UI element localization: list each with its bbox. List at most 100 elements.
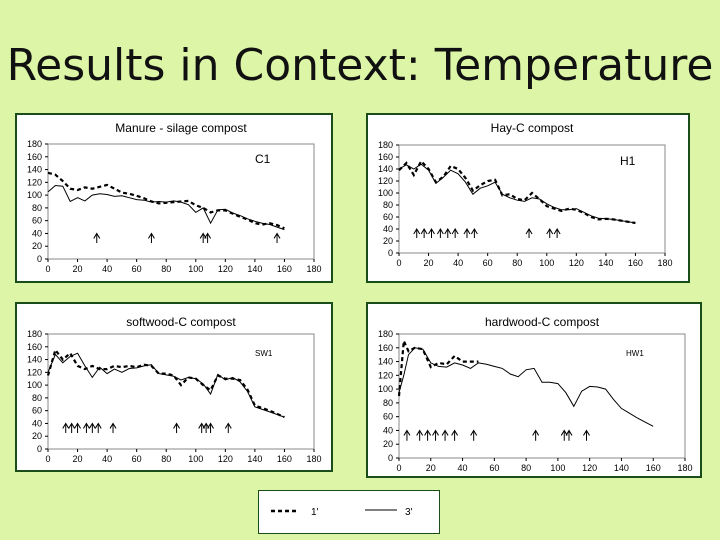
series-1ft-line	[398, 159, 636, 225]
turning-arrowhead	[207, 422, 214, 429]
x-tick-label: 80	[161, 454, 171, 464]
y-tick-label: 0	[37, 444, 42, 454]
x-tick-label: 40	[453, 258, 463, 268]
turning-arrowhead	[470, 228, 478, 235]
series-3ft-line	[47, 352, 285, 418]
series-3ft-line	[47, 184, 285, 231]
plot-area	[47, 333, 315, 450]
x-tick-label: 0	[45, 454, 50, 464]
y-tick-label: 100	[27, 380, 42, 390]
chart-tag: H1	[620, 154, 636, 168]
legend-svg: 1' 3'	[271, 507, 413, 518]
x-tick-label: 140	[247, 454, 262, 464]
x-tick-label: 180	[657, 258, 672, 268]
x-tick-label: 160	[277, 264, 292, 274]
chart-title: Hay-C compost	[491, 121, 574, 135]
x-tick-label: 140	[614, 463, 629, 473]
legend-solid-label: 3'	[405, 507, 413, 518]
y-tick-label: 120	[378, 370, 393, 380]
x-tick-label: 0	[396, 258, 401, 268]
x-tick-label: 120	[569, 258, 584, 268]
turning-arrowhead	[403, 429, 411, 436]
y-tick-label: 40	[32, 228, 42, 238]
x-tick-label: 0	[396, 463, 401, 473]
y-tick-label: 0	[388, 453, 393, 463]
y-tick-label: 40	[383, 224, 393, 234]
y-tick-label: 140	[378, 164, 393, 174]
y-tick-label: 60	[383, 212, 393, 222]
chart-tag: C1	[255, 152, 271, 166]
y-tick-label: 60	[383, 412, 393, 422]
x-tick-label: 40	[102, 454, 112, 464]
turning-arrowhead	[432, 429, 439, 436]
y-tick-label: 160	[378, 152, 393, 162]
x-tick-label: 160	[277, 454, 292, 464]
x-tick-label: 20	[426, 463, 436, 473]
y-tick-label: 80	[383, 398, 393, 408]
turning-arrowhead	[74, 422, 81, 429]
turning-arrowhead	[441, 429, 449, 436]
turning-arrowhead	[436, 228, 444, 235]
x-tick-label: 80	[521, 463, 531, 473]
turning-arrowhead	[93, 232, 101, 239]
x-tick-label: 60	[132, 454, 142, 464]
y-tick-label: 180	[27, 139, 42, 149]
x-tick-label: 100	[188, 454, 203, 464]
legend: 1' 3'	[258, 490, 440, 534]
y-tick-label: 180	[378, 329, 393, 339]
turning-arrowhead	[109, 422, 117, 429]
x-tick-label: 120	[582, 463, 597, 473]
y-tick-label: 140	[378, 357, 393, 367]
turning-arrowhead	[413, 228, 421, 235]
y-tick-label: 120	[27, 177, 42, 187]
y-tick-label: 20	[32, 431, 42, 441]
chart-tag: HW1	[626, 349, 644, 358]
y-tick-label: 140	[27, 165, 42, 175]
y-tick-label: 40	[383, 425, 393, 435]
y-tick-label: 160	[27, 342, 42, 352]
turning-arrowhead	[428, 228, 435, 235]
turning-arrowhead	[553, 228, 561, 235]
y-tick-label: 100	[378, 188, 393, 198]
chart-title: softwood-C compost	[126, 315, 236, 329]
y-tick-label: 20	[383, 236, 393, 246]
series-1ft-line	[46, 347, 285, 419]
x-tick-label: 60	[132, 264, 142, 274]
turning-arrowhead	[546, 228, 554, 235]
series-1ft-line	[397, 336, 479, 397]
x-tick-label: 180	[306, 264, 321, 274]
x-tick-label: 180	[677, 463, 692, 473]
turning-arrowhead	[62, 422, 70, 429]
y-tick-label: 120	[378, 176, 393, 186]
turning-arrowhead	[204, 232, 212, 239]
y-tick-label: 120	[27, 367, 42, 377]
chart-tag: SW1	[255, 349, 273, 358]
x-tick-label: 40	[102, 264, 112, 274]
x-tick-label: 100	[188, 264, 203, 274]
turning-arrowhead	[560, 429, 568, 436]
x-tick-label: 20	[73, 454, 83, 464]
x-tick-label: 140	[598, 258, 613, 268]
x-tick-label: 160	[628, 258, 643, 268]
y-tick-label: 80	[32, 393, 42, 403]
chart-panel-h1: Hay-C compost H1 0 20 40 60 80 100 120 140 160 180 0…	[366, 113, 690, 283]
y-tick-label: 160	[27, 152, 42, 162]
series-1ft-line	[47, 171, 285, 230]
x-tick-label: 100	[539, 258, 554, 268]
legend-dashed-label: 1'	[311, 507, 319, 518]
x-tick-label: 120	[218, 454, 233, 464]
turning-arrowhead	[451, 228, 459, 235]
turning-arrowhead	[173, 422, 180, 429]
y-tick-label: 20	[32, 241, 42, 251]
y-tick-label: 60	[32, 406, 42, 416]
slide-title: Results in Context: Temperature	[6, 40, 714, 91]
x-tick-label: 120	[218, 264, 233, 274]
chart-h1: Hay-C compost H1 0 20 40 60 80 100 120 140 160 180 0…	[378, 121, 673, 268]
turning-arrowhead	[525, 228, 533, 235]
x-tick-label: 100	[550, 463, 565, 473]
turning-arrowhead	[148, 232, 155, 239]
y-tick-label: 160	[378, 343, 393, 353]
turning-arrowhead	[94, 422, 102, 429]
chart-sw1: softwood-C compost SW1 0 20 40 60 80 100 120 140 1…	[27, 315, 322, 464]
y-tick-label: 60	[32, 216, 42, 226]
